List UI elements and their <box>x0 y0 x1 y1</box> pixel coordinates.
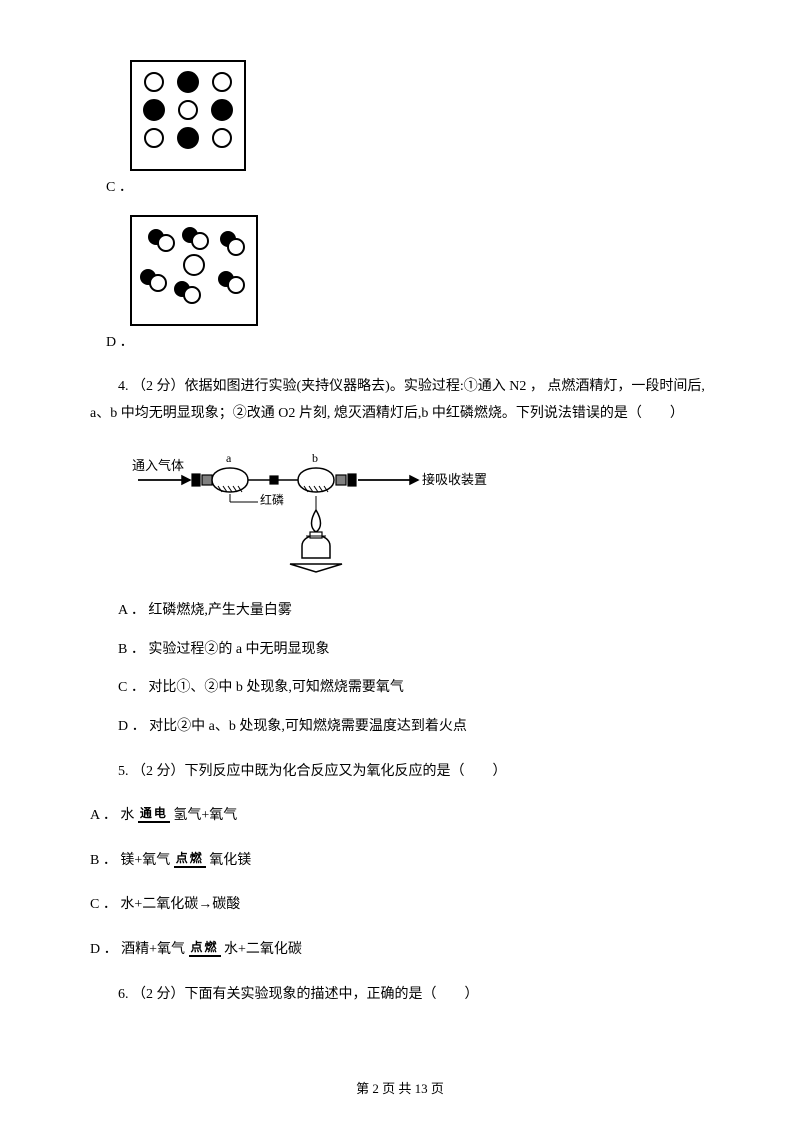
experiment-svg: 通入气体 a b 接吸收装置红磷 <box>130 446 490 576</box>
q5-d-pre: D ． 酒精+氧气 <box>90 942 189 957</box>
svg-text:a: a <box>226 451 232 465</box>
q5-d-post: 水+二氧化碳 <box>224 942 302 957</box>
q4-option-c: C ． 对比①、②中 b 处现象,可知燃烧需要氧气 <box>90 675 710 702</box>
q5-option-d: D ． 酒精+氧气 点燃 水+二氧化碳 <box>90 937 710 964</box>
q5-option-c: C ． 水+二氧化碳→碳酸 <box>90 892 710 919</box>
q4-option-b: B ． 实验过程②的 a 中无明显现象 <box>90 637 710 664</box>
q5-option-b: B ． 镁+氧气 点燃 氧化镁 <box>90 848 710 875</box>
option-d-row: D ． <box>90 215 710 356</box>
ignite-label-b: 点燃 <box>174 852 206 868</box>
svg-text:通入气体: 通入气体 <box>132 458 184 473</box>
page-footer: 第 2 页 共 13 页 <box>0 1077 800 1102</box>
q4-diagram: 通入气体 a b 接吸收装置红磷 <box>130 446 710 587</box>
q4-option-d: D ． 对比②中 a、b 处现象,可知燃烧需要温度达到着火点 <box>90 714 710 741</box>
q4-option-a: A ． 红磷燃烧,产生大量白雾 <box>90 598 710 625</box>
electrolysis-label: 通电 <box>138 807 170 823</box>
svg-text:接吸收装置: 接吸收装置 <box>422 472 487 487</box>
option-c-label: C ． <box>106 180 133 195</box>
svg-text:b: b <box>312 451 318 465</box>
q5-b-post: 氧化镁 <box>209 853 251 868</box>
svg-text:红磷: 红磷 <box>260 492 284 507</box>
diagram-c-box <box>130 60 246 171</box>
diagram-c-svg <box>132 62 244 158</box>
option-d-label: D ． <box>106 335 134 350</box>
q5-option-a: A ． 水 通电 氢气+氧气 <box>90 803 710 830</box>
q4-text: 4. （2 分）依据如图进行实验(夹持仪器略去)。实验过程:①通入 N2 ， 点… <box>90 374 710 427</box>
diagram-d-box <box>130 215 258 326</box>
q6-text: 6. （2 分）下面有关实验现象的描述中，正确的是（ ） <box>90 982 710 1009</box>
ignite-label-d: 点燃 <box>189 941 221 957</box>
q5-a-post: 氢气+氧气 <box>173 808 237 823</box>
q5-b-pre: B ． 镁+氧气 <box>90 853 174 868</box>
q5-text: 5. （2 分）下列反应中既为化合反应又为氧化反应的是（ ） <box>90 759 710 786</box>
q5-a-pre: A ． 水 <box>90 808 138 823</box>
option-c-row: C ． <box>90 60 710 201</box>
diagram-d-svg <box>132 217 256 313</box>
page: C ． D ． 4. （2 分）依据如图进行实验(夹持仪器略去)。实验过程:①通… <box>0 0 800 1132</box>
